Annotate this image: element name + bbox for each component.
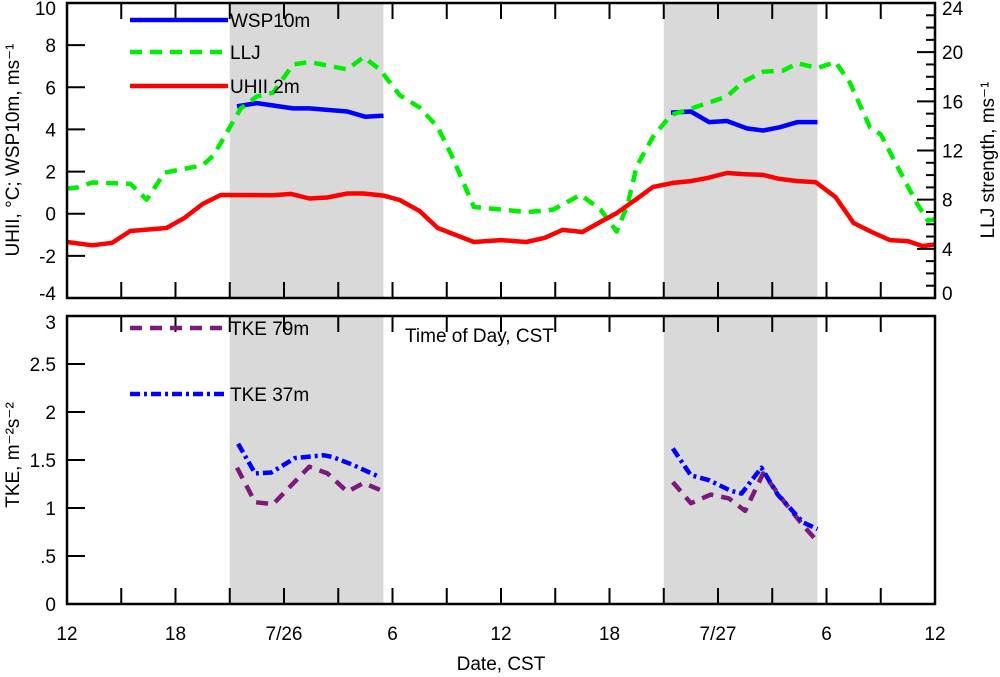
nighttime-shading: [229, 316, 384, 604]
x-axis-label: Date, CST: [457, 654, 546, 675]
nighttime-shading: [663, 3, 818, 298]
series-line-uhii-2m: [66, 170, 936, 249]
legend-label: TKE 79m: [230, 319, 309, 340]
y-tick-label-right: 0: [942, 284, 953, 305]
legend-label: LLJ: [230, 43, 261, 64]
y-tick-label-right: 12: [942, 142, 963, 163]
y-tick-label-left: -2: [39, 247, 56, 268]
y-tick-label-bottom: 0: [45, 595, 56, 616]
y-tick-label-right: 20: [942, 43, 963, 64]
legend-label: TKE 37m: [230, 385, 309, 406]
series-line-llj: [66, 54, 936, 234]
x-tick-label: 12: [924, 624, 945, 645]
x-tick-label: 6: [821, 624, 832, 645]
y-tick-label-bottom: 2: [45, 403, 56, 424]
series-line-tke-37m: [670, 447, 819, 532]
series-line-wsp10m: [670, 109, 818, 133]
series-line-tke-37m: [236, 442, 379, 479]
x-tick-label: 7/27: [700, 624, 737, 645]
y-tick-label-left: -4: [39, 284, 56, 305]
y-tick-label-bottom: 3: [45, 313, 56, 334]
x-tick-label: 6: [387, 624, 398, 645]
y-tick-label-right: 4: [942, 240, 953, 261]
x-tick-label: 12: [490, 624, 511, 645]
y-tick-label-left: 6: [45, 78, 56, 99]
x-tick-label: 18: [165, 624, 186, 645]
y-tick-label-right: 16: [942, 92, 963, 113]
y-tick-label-left: 4: [45, 120, 56, 141]
x-tick-label: 7/26: [266, 624, 303, 645]
y-tick-label-right: 24: [942, 0, 964, 20]
y-tick-label-left: 0: [45, 205, 56, 226]
y-tick-label-bottom: 2.5: [30, 355, 56, 376]
y-tick-label-left: 8: [45, 36, 56, 57]
series-line-wsp10m: [236, 100, 384, 120]
y-axis-label-left: UHII, °C; WSP10m, ms⁻¹: [3, 44, 24, 257]
y-tick-label-right: 8: [942, 191, 953, 212]
time-of-day-annotation: Time of Day, CST: [405, 326, 554, 347]
y-axis-label-right: LLJ strength, ms⁻¹: [978, 82, 999, 239]
y-tick-label-bottom: .5: [40, 547, 56, 568]
x-tick-label: 18: [599, 624, 620, 645]
y-tick-label-left: 10: [35, 0, 56, 20]
legend-label: UHII 2m: [230, 77, 300, 98]
nighttime-shading: [229, 3, 384, 298]
nighttime-shading: [663, 316, 818, 604]
legend-label: WSP10m: [230, 11, 310, 32]
y-tick-label-left: 2: [45, 163, 56, 184]
y-axis-label-bottom: TKE, m⁻²s⁻²: [3, 402, 24, 508]
series-line-tke-79m: [235, 464, 381, 507]
x-tick-label: 12: [56, 624, 77, 645]
y-tick-label-bottom: 1: [45, 499, 56, 520]
y-tick-label-bottom: 1.5: [30, 451, 56, 472]
series-line-tke-79m: [671, 471, 820, 544]
